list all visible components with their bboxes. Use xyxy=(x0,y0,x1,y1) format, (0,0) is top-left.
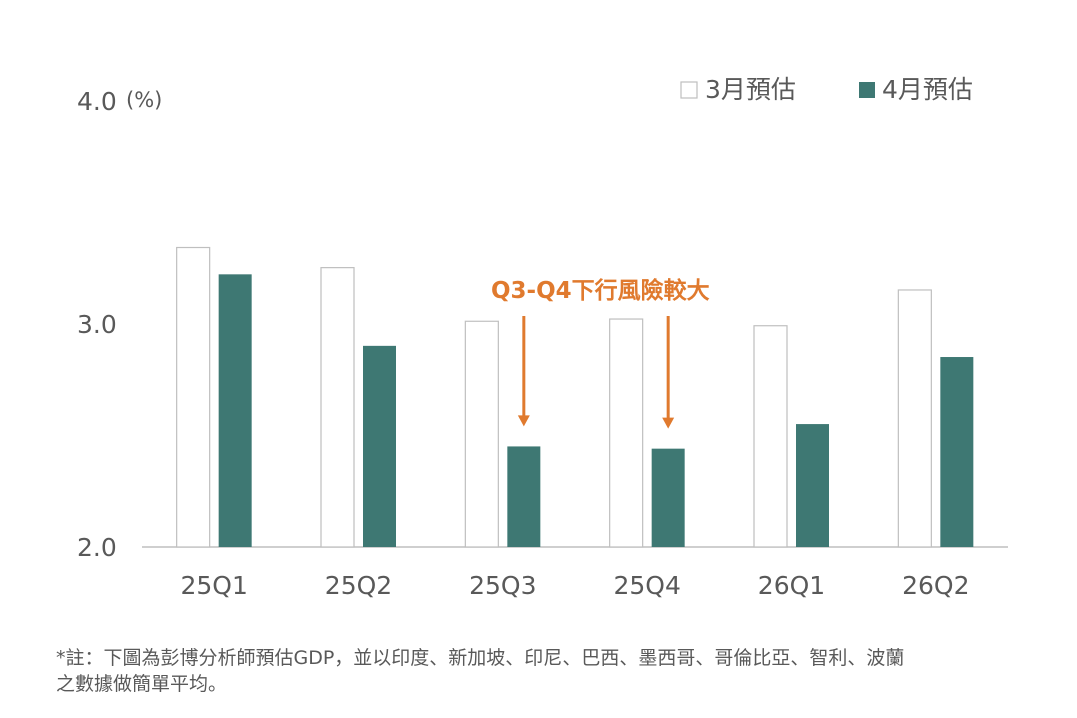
annotation: Q3-Q4下行風險較大 xyxy=(491,277,710,429)
legend-label-march: 3月預估 xyxy=(705,75,796,104)
y-tick-label-2: 2.0 xyxy=(77,533,117,562)
footnote: *註：下圖為彭博分析師預估GDP，並以印度、新加坡、印尼、巴西、墨西哥、哥倫比亞… xyxy=(56,645,1016,697)
bar-april-25Q4 xyxy=(651,448,685,547)
category-label-25Q3: 25Q3 xyxy=(469,571,536,600)
footnote-line-2: 之數據做簡單平均。 xyxy=(56,673,228,695)
bar-april-25Q1 xyxy=(218,274,252,547)
bar-march-25Q3 xyxy=(464,320,499,548)
annotation-arrow-head-25Q4 xyxy=(662,417,675,429)
bar-march-26Q1 xyxy=(753,325,788,548)
annotation-arrow-head-25Q3 xyxy=(517,415,530,427)
bars-group xyxy=(176,246,974,548)
bar-chart: 4.0 (%) 3.0 2.0 3月預估 4月預估 25Q1 25Q2 25Q3 25… xyxy=(77,75,1008,600)
category-label-25Q2: 25Q2 xyxy=(325,571,392,600)
annotation-arrows xyxy=(517,316,675,429)
bar-april-26Q1 xyxy=(796,424,829,547)
legend-swatch-april xyxy=(859,82,875,98)
y-tick-label-4: 4.0 xyxy=(77,87,117,116)
y-unit-label: (%) xyxy=(126,88,162,112)
category-label-26Q1: 26Q1 xyxy=(758,571,825,600)
bar-march-26Q2 xyxy=(897,289,932,548)
bar-march-25Q4 xyxy=(609,318,644,548)
category-label-25Q4: 25Q4 xyxy=(613,571,680,600)
legend-label-april: 4月預估 xyxy=(882,75,973,104)
footnote-line-1: *註：下圖為彭博分析師預估GDP，並以印度、新加坡、印尼、巴西、墨西哥、哥倫比亞… xyxy=(56,647,905,669)
category-label-25Q1: 25Q1 xyxy=(180,571,247,600)
bar-march-25Q2 xyxy=(320,267,355,548)
legend: 3月預估 4月預估 xyxy=(680,75,973,104)
bar-april-25Q3 xyxy=(507,446,541,547)
bar-april-26Q2 xyxy=(940,357,974,547)
category-label-26Q2: 26Q2 xyxy=(902,571,969,600)
bar-march-25Q1 xyxy=(176,246,211,548)
y-tick-label-3: 3.0 xyxy=(77,310,117,339)
annotation-text: Q3-Q4下行風險較大 xyxy=(491,277,710,304)
bar-april-25Q2 xyxy=(363,345,396,547)
category-labels: 25Q1 25Q2 25Q3 25Q4 26Q1 26Q2 xyxy=(180,571,969,600)
legend-swatch-march xyxy=(680,81,698,99)
